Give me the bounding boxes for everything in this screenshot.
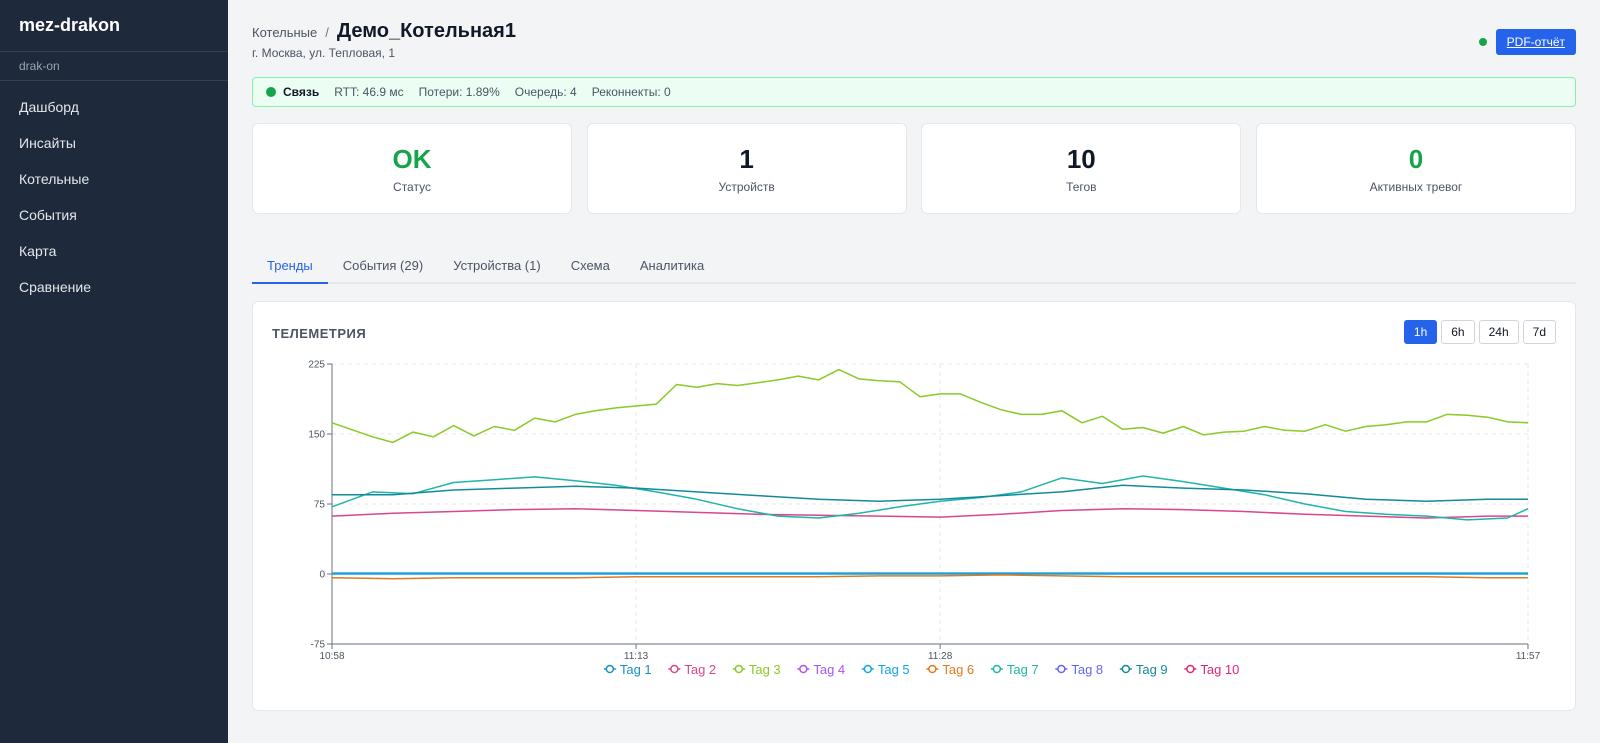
sidebar-item-insights[interactable]: Инсайты xyxy=(19,135,76,151)
pdf-report-button[interactable]: PDF-отчёт xyxy=(1495,29,1576,55)
legend-item-tag-4[interactable]: Tag 4 xyxy=(813,662,845,677)
page-header: Котельные / Демо_Котельная1 г. Москва, у… xyxy=(252,20,1576,64)
legend-marker-icon xyxy=(1186,664,1195,674)
legend-marker-icon xyxy=(863,664,873,674)
panel-title: ТЕЛЕМЕТРИЯ xyxy=(272,326,367,341)
breadcrumb-separator: / xyxy=(325,25,329,40)
legend-item-tag-1[interactable]: Tag 1 xyxy=(620,662,652,677)
kpi-status-value: OK xyxy=(392,144,432,174)
connection-status-bar: Связь RTT: 46.9 мс Потери: 1.89% Очередь… xyxy=(252,77,1576,107)
legend-item-tag-8[interactable]: Tag 8 xyxy=(1071,662,1103,677)
legend-marker-icon xyxy=(928,664,937,674)
kpi-card-status: OK Статус xyxy=(252,123,572,214)
legend-item-tag-2[interactable]: Tag 2 xyxy=(684,662,716,677)
sidebar-item-map[interactable]: Карта xyxy=(19,243,57,259)
kpi-tags-value: 10 xyxy=(1066,144,1096,174)
x-tick-label: 11:13 xyxy=(624,651,649,662)
kpi-devices-label: Устройств xyxy=(718,180,775,194)
y-tick-label: -75 xyxy=(311,640,326,651)
boiler-address: г. Москва, ул. Тепловая, 1 xyxy=(252,46,396,60)
series-line-tag-2 xyxy=(331,507,1528,519)
kpi-card-alarms: 0 Активных тревог xyxy=(1255,123,1576,214)
connection-dot-icon xyxy=(266,87,276,97)
kpi-alarms-label: Активных тревог xyxy=(1369,180,1463,194)
connection-label: Связь xyxy=(283,85,320,99)
range-button-7d[interactable]: 7d xyxy=(1522,320,1556,344)
x-tick-label: 11:28 xyxy=(928,651,953,662)
tab-events[interactable]: События (29) xyxy=(342,258,424,273)
legend-marker-icon xyxy=(670,664,679,674)
series-line-tag-7 xyxy=(331,475,1529,521)
breadcrumb-boilers-link[interactable]: Котельные xyxy=(252,25,318,40)
telemetry-panel: 225 150 75 0 -75 10:58 11:13 11:28 11:57 Tag 1 Tag… xyxy=(252,301,1576,711)
app-brand[interactable]: mez-drakon xyxy=(0,0,228,52)
kpi-tags-label: Тегов xyxy=(1066,180,1097,194)
x-tick-label: 11:57 xyxy=(1516,651,1541,662)
legend-marker-icon xyxy=(799,664,808,674)
x-tick-label: 10:58 xyxy=(319,651,344,662)
legend-item-tag-3[interactable]: Tag 3 xyxy=(749,662,781,677)
y-tick-label: 0 xyxy=(319,570,325,581)
legend-item-tag-6[interactable]: Tag 6 xyxy=(942,662,974,677)
main-content: Котельные / Демо_Котельная1 г. Москва, у… xyxy=(228,0,1600,743)
legend-marker-icon xyxy=(992,664,1002,674)
connection-rtt: RTT: 46.9 мс xyxy=(334,85,404,99)
time-range-selector: 1h 6h 24h 7d xyxy=(1400,320,1556,344)
sidebar-item-comparison[interactable]: Сравнение xyxy=(19,279,91,295)
legend-marker-icon xyxy=(734,664,744,674)
kpi-card-devices: 1 Устройств xyxy=(586,123,907,214)
tab-analytics[interactable]: Аналитика xyxy=(639,258,705,273)
header-actions: PDF-отчёт xyxy=(1478,29,1576,55)
breadcrumb: Котельные / Демо_Котельная1 xyxy=(252,20,1576,43)
legend-item-tag-7[interactable]: Tag 7 xyxy=(1007,662,1039,677)
sidebar-item-boilers[interactable]: Котельные xyxy=(19,171,90,187)
sidebar-item-dashboard[interactable]: Дашборд xyxy=(19,99,79,115)
tab-devices[interactable]: Устройства (1) xyxy=(453,258,541,273)
kpi-alarms-value: 0 xyxy=(1408,144,1424,174)
connection-loss: Потери: 1.89% xyxy=(418,85,500,99)
sidebar: mez-drakon drak-on Дашборд Инсайты Котел… xyxy=(0,0,228,743)
legend-item-tag-5[interactable]: Tag 5 xyxy=(878,662,910,677)
y-tick-label: 225 xyxy=(308,360,325,371)
range-button-24h[interactable]: 24h xyxy=(1478,320,1519,344)
kpi-devices-value: 1 xyxy=(739,144,754,174)
connection-reconnects: Реконнекты: 0 xyxy=(591,85,671,99)
sidebar-nav: Дашборд Инсайты Котельные События Карта … xyxy=(0,81,228,305)
online-status-dot-icon xyxy=(1478,38,1487,46)
kpi-card-tags: 10 Тегов xyxy=(921,123,1242,214)
tab-trends[interactable]: Тренды xyxy=(252,252,328,284)
user-name: drak-on xyxy=(0,52,228,81)
series-line-tag-6 xyxy=(331,574,1528,580)
kpi-cards: OK Статус 1 Устройств 10 Тегов 0 Активны… xyxy=(252,123,1576,214)
sidebar-item-events[interactable]: События xyxy=(19,207,77,223)
page-title: Демо_Котельная1 xyxy=(336,20,516,42)
y-tick-label: 150 xyxy=(308,430,325,441)
legend-marker-icon xyxy=(1121,664,1131,674)
y-tick-label: 75 xyxy=(314,500,326,511)
range-button-6h[interactable]: 6h xyxy=(1441,320,1475,344)
connection-queue: Очередь: 4 xyxy=(514,85,577,99)
tab-bar: Тренды События (29) Устройства (1) Схема… xyxy=(252,252,1576,284)
series-line-tag-3 xyxy=(331,368,1529,444)
tab-schema[interactable]: Схема xyxy=(570,258,610,273)
range-button-1h[interactable]: 1h xyxy=(1403,320,1438,344)
legend-item-tag-9[interactable]: Tag 9 xyxy=(1136,662,1168,677)
legend-item-tag-10[interactable]: Tag 10 xyxy=(1200,662,1239,677)
legend-marker-icon xyxy=(1057,664,1066,674)
legend-marker-icon xyxy=(605,664,615,674)
series-line-tag-9 xyxy=(332,484,1528,502)
kpi-status-label: Статус xyxy=(393,180,431,194)
